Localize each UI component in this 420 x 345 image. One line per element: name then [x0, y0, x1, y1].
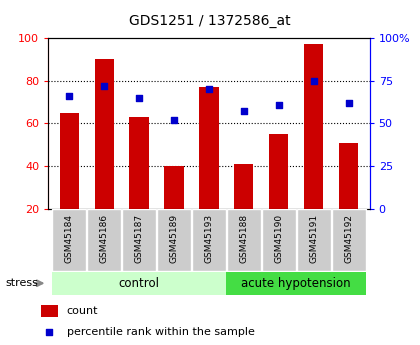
Bar	[164, 166, 184, 209]
Bar	[129, 117, 149, 209]
Bar	[269, 134, 289, 209]
Text: stress: stress	[5, 278, 38, 288]
Bar	[122, 209, 156, 271]
Bar	[157, 209, 191, 271]
Bar	[52, 209, 87, 271]
Bar	[41, 305, 58, 317]
Bar	[234, 164, 254, 209]
Point	[66, 93, 73, 99]
Text: GSM45192: GSM45192	[344, 214, 353, 263]
Text: GSM45193: GSM45193	[205, 214, 213, 264]
Text: GSM45184: GSM45184	[65, 214, 74, 263]
Text: GSM45189: GSM45189	[170, 214, 178, 264]
Point	[136, 95, 142, 100]
Bar	[339, 142, 358, 209]
Bar	[227, 209, 261, 271]
Bar	[226, 272, 366, 295]
Bar	[331, 209, 366, 271]
Text: control: control	[118, 277, 160, 290]
Bar	[262, 209, 296, 271]
Text: GDS1251 / 1372586_at: GDS1251 / 1372586_at	[129, 14, 291, 28]
Bar	[94, 59, 114, 209]
Point	[241, 109, 247, 114]
Text: count: count	[67, 306, 98, 316]
Point	[171, 117, 177, 123]
Text: GSM45186: GSM45186	[100, 214, 109, 264]
Text: GSM45188: GSM45188	[239, 214, 248, 264]
Bar	[52, 272, 226, 295]
Bar	[192, 209, 226, 271]
Point	[310, 78, 317, 83]
Text: GSM45191: GSM45191	[309, 214, 318, 264]
Point	[345, 100, 352, 106]
Point	[101, 83, 108, 89]
Text: acute hypotension: acute hypotension	[241, 277, 351, 290]
Point	[356, 235, 363, 241]
Text: GSM45190: GSM45190	[274, 214, 284, 264]
Bar	[304, 45, 323, 209]
Bar	[200, 87, 218, 209]
Text: GSM45187: GSM45187	[134, 214, 144, 264]
Text: percentile rank within the sample: percentile rank within the sample	[67, 327, 255, 337]
Bar	[87, 209, 121, 271]
Point	[206, 86, 213, 92]
Point	[276, 102, 282, 107]
Bar	[60, 113, 79, 209]
Bar	[297, 209, 331, 271]
